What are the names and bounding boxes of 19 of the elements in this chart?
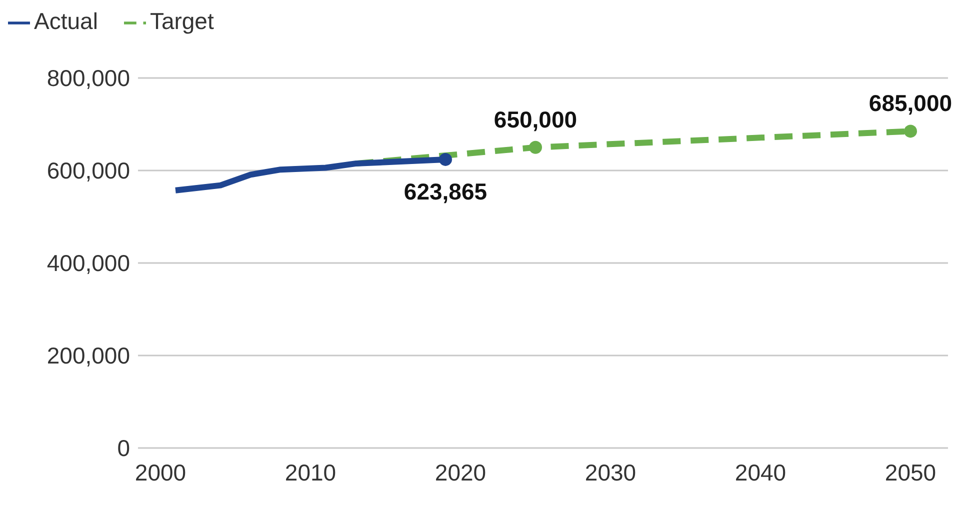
x-tick-label: 2020 (434, 459, 486, 486)
legend-label: Actual (34, 8, 98, 34)
x-tick-label: 2040 (734, 459, 786, 486)
data-label: 685,000 (868, 90, 952, 116)
x-tick-label: 2050 (884, 459, 936, 486)
point (529, 140, 542, 154)
point (904, 124, 917, 138)
x-tick-label: 2010 (284, 459, 336, 486)
data-label: 650,000 (494, 106, 578, 132)
y-tick-label: 800,000 (46, 65, 130, 92)
legend-label: Target (150, 8, 214, 34)
y-tick-label: 0 (117, 435, 130, 462)
x-tick-label: 2000 (134, 459, 186, 486)
x-tick-label: 2030 (584, 459, 636, 486)
data-label: 623,865 (404, 178, 488, 204)
point (439, 152, 452, 166)
y-tick-label: 600,000 (46, 158, 130, 184)
y-tick-label: 400,000 (46, 250, 130, 276)
y-tick-label: 200,000 (46, 342, 130, 369)
